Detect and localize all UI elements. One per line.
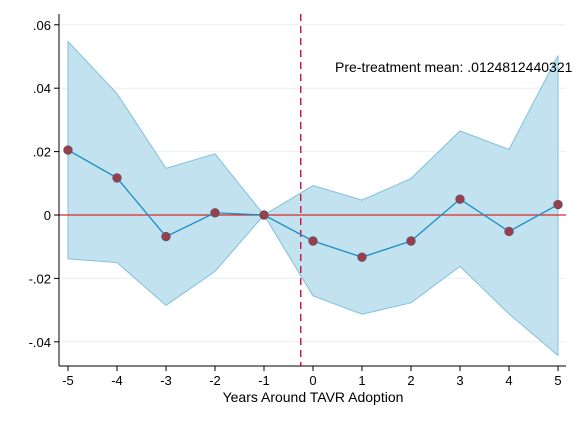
x-tick-label: -3 xyxy=(160,373,172,388)
data-point xyxy=(210,208,220,218)
data-point xyxy=(112,173,122,183)
y-tick-labels: .06 .04 .02 0 -.02 -.04 xyxy=(29,18,51,350)
data-point xyxy=(553,199,563,210)
x-tick-label: 4 xyxy=(505,373,512,388)
y-tick-label: -.04 xyxy=(29,335,51,350)
x-tick-label: 1 xyxy=(358,373,365,388)
axes xyxy=(54,14,566,371)
data-point xyxy=(504,226,514,237)
data-point xyxy=(259,210,269,220)
data-point xyxy=(357,252,367,262)
x-tick-label: 3 xyxy=(456,373,463,388)
x-tick-label: 0 xyxy=(309,373,316,388)
data-point xyxy=(406,236,416,246)
confidence-band xyxy=(67,40,559,357)
x-tick-label: -2 xyxy=(209,373,221,388)
data-point xyxy=(161,231,171,242)
y-tick-label: .02 xyxy=(33,145,51,160)
y-tick-label: .06 xyxy=(33,18,51,33)
x-tick-label: 2 xyxy=(407,373,414,388)
data-point xyxy=(63,145,73,155)
x-tick-label: 5 xyxy=(554,373,561,388)
x-tick-label: -5 xyxy=(62,373,74,388)
x-axis-title: Years Around TAVR Adoption xyxy=(223,389,404,405)
x-tick-labels: -5 -4 -3 -2 -1 0 1 2 3 4 5 xyxy=(62,373,561,388)
y-tick-label: .04 xyxy=(33,81,51,96)
data-point xyxy=(308,236,318,246)
y-tick-label: 0 xyxy=(44,208,51,223)
y-tick-label: -.02 xyxy=(29,271,51,286)
data-points xyxy=(63,145,563,262)
x-tick-label: -4 xyxy=(111,373,123,388)
data-point xyxy=(455,194,465,204)
x-tick-label: -1 xyxy=(258,373,270,388)
pre-treatment-mean-annotation: Pre-treatment mean: .0124812440321 xyxy=(335,59,573,75)
reference-lines xyxy=(59,14,566,366)
